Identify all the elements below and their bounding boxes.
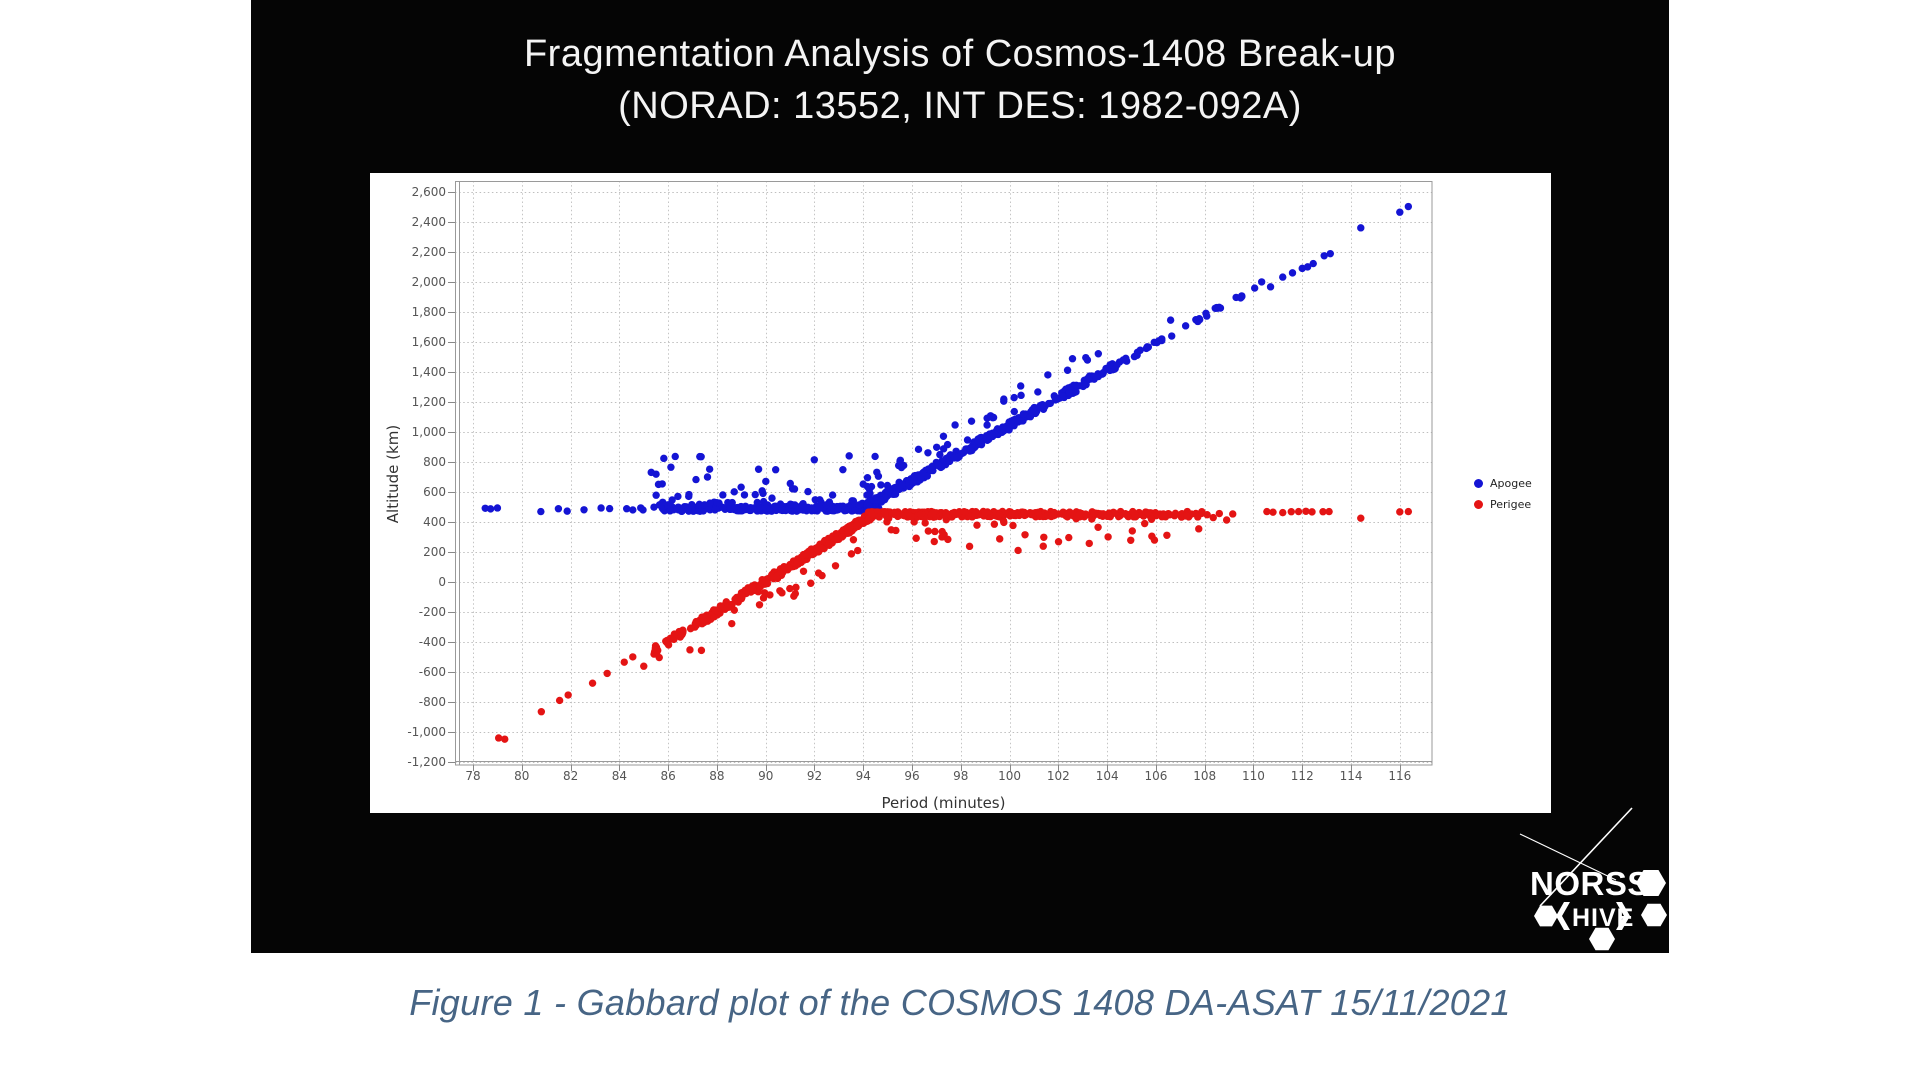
y-tick-label: 1,800 [411, 304, 446, 319]
gabbard-plot-canvas [447, 181, 1440, 781]
y-tick-label: 2,200 [411, 244, 446, 259]
x-tick-label: 104 [1095, 769, 1119, 783]
logo-hexagon [1636, 870, 1666, 896]
legend-apogee-label: Apogee [1490, 477, 1532, 490]
y-tick-label: 2,000 [411, 274, 446, 289]
x-tick-label: 108 [1193, 769, 1217, 783]
y-tick-label: 800 [423, 454, 446, 469]
altitude-axis-label: Altitude (km) [384, 424, 402, 524]
logo-norss-text: NORSS [1530, 865, 1650, 902]
x-tick-label: 90 [758, 769, 774, 783]
legend-perigee-label: Perigee [1490, 498, 1532, 511]
y-tick-label: 600 [423, 484, 446, 499]
logo-hexagon [1534, 905, 1558, 927]
x-tick-label: 98 [953, 769, 969, 783]
y-tick-label: 0 [438, 574, 446, 589]
y-tick-label: 200 [423, 544, 446, 559]
x-tick-label: 100 [998, 769, 1022, 783]
y-tick-label: 1,200 [411, 394, 446, 409]
y-tick-label: -1,200 [407, 754, 446, 769]
x-tick-label: 110 [1242, 769, 1265, 783]
logo-chevron-left [1556, 902, 1570, 930]
logo-streak-line-1 [1539, 807, 1633, 907]
perigee-color-dot [1474, 500, 1483, 509]
y-tick-label: -200 [418, 604, 446, 619]
y-tick-label: -1,000 [407, 724, 446, 739]
x-tick-label: 80 [514, 769, 530, 783]
x-tick-label: 86 [660, 769, 676, 783]
legend: Apogee Perigee [1474, 477, 1532, 519]
x-tick-label: 88 [709, 769, 725, 783]
logo-streak-line-2 [1519, 833, 1617, 881]
x-tick-label: 78 [465, 769, 481, 783]
legend-apogee: Apogee [1474, 477, 1532, 490]
y-tick-label: 1,400 [411, 364, 446, 379]
x-tick-label: 102 [1046, 769, 1070, 783]
figure-caption: Figure 1 - Gabbard plot of the COSMOS 14… [409, 982, 1511, 1023]
y-tick-label: 2,400 [411, 214, 446, 229]
chart-panel: Altitude (km) Period (minutes) Apogee Pe… [370, 173, 1551, 813]
apogee-color-dot [1474, 479, 1483, 488]
x-tick-label: 94 [855, 769, 871, 783]
x-tick-label: 116 [1388, 769, 1412, 783]
x-tick-label: 82 [562, 769, 579, 783]
logo-hive-text: HIVE [1572, 904, 1634, 932]
x-tick-label: 106 [1144, 769, 1168, 783]
y-tick-label: -600 [418, 664, 446, 679]
slide-title: Fragmentation Analysis of Cosmos-1408 Br… [251, 28, 1669, 132]
y-tick-label: -800 [418, 694, 446, 709]
y-tick-label: 2,600 [411, 184, 446, 199]
y-tick-label: -400 [418, 634, 446, 649]
y-tick-label: 1,000 [411, 424, 446, 439]
logo-chevron-right [1616, 902, 1630, 930]
logo-hexagon [1641, 903, 1667, 927]
slide-title-line1: Fragmentation Analysis of Cosmos-1408 Br… [523, 33, 1397, 75]
legend-perigee: Perigee [1474, 498, 1532, 511]
x-tick-label: 84 [611, 769, 628, 783]
slide: Fragmentation Analysis of Cosmos-1408 Br… [251, 0, 1669, 953]
y-tick-label: 1,600 [411, 334, 446, 349]
y-tick-label: 400 [423, 514, 446, 529]
slide-title-line2: (NORAD: 13552, INT DES: 1982-092A) [618, 85, 1302, 127]
x-tick-label: 96 [904, 769, 920, 783]
period-axis-label: Period (minutes) [881, 794, 1006, 812]
x-tick-label: 114 [1339, 769, 1363, 783]
x-tick-label: 92 [806, 769, 823, 783]
x-tick-label: 112 [1290, 769, 1314, 783]
logo-hexagon [1589, 927, 1615, 951]
norss-hive-logo: NORSS HIVE [1518, 806, 1670, 954]
